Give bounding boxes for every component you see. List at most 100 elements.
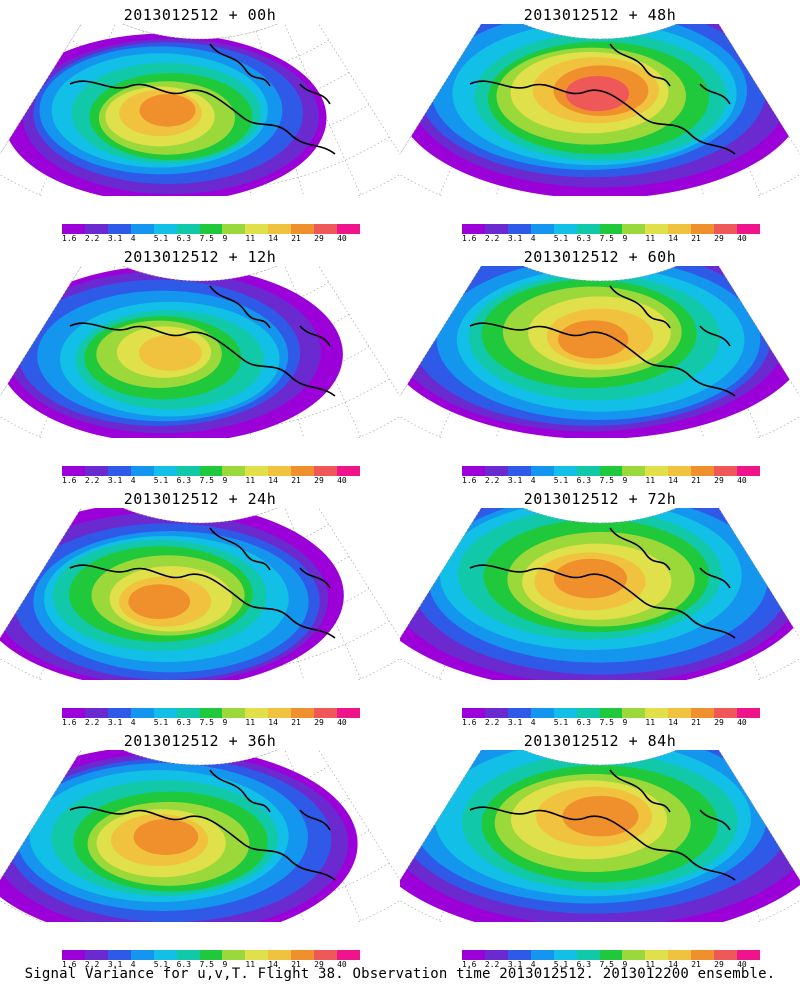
- colorbar-tick-label: 6.3: [176, 476, 192, 485]
- colorbar-swatch: [484, 950, 508, 960]
- colorbar-tick-label: 1.6: [462, 960, 477, 969]
- colorbar-swatch: [462, 708, 485, 718]
- variance-field: [0, 266, 343, 438]
- colorbar-swatch: [176, 950, 200, 960]
- colorbar-swatch: [645, 224, 669, 234]
- figure-caption: Signal Variance for u,v,T. Flight 38. Ob…: [24, 966, 776, 982]
- colorbar-tick-label: 21: [291, 476, 301, 485]
- colorbar-swatch: [507, 708, 531, 718]
- colorbar-swatch: [599, 224, 623, 234]
- colorbar-tick-label: 5.1: [153, 234, 169, 243]
- colorbar-swatch: [714, 950, 738, 960]
- colorbar-swatch: [737, 224, 760, 234]
- colorbar-tick-label: 9: [622, 960, 628, 969]
- colorbar-tick-label: 4: [130, 718, 136, 727]
- panel-title: 2013012512 + 60h: [523, 248, 677, 266]
- colorbar-swatch: [337, 950, 360, 960]
- colorbar-tick-label: 2.2: [484, 234, 500, 243]
- colorbar-tick-label: 9: [222, 718, 228, 727]
- colorbar-swatch: [291, 708, 315, 718]
- colorbar-swatch: [737, 950, 760, 960]
- colorbar-swatch: [668, 466, 692, 476]
- colorbar-tick-label: 4: [530, 476, 536, 485]
- panel-title: 2013012512 + 36h: [123, 732, 277, 750]
- colorbar-swatch: [130, 224, 154, 234]
- variance-map: [0, 508, 400, 680]
- colorbar: [462, 950, 760, 960]
- colorbar: [62, 466, 360, 476]
- colorbar-tick-label: 14: [668, 476, 678, 485]
- colorbar-swatch: [576, 708, 600, 718]
- variance-field: [0, 508, 344, 680]
- colorbar-tick-label: 40: [737, 234, 747, 243]
- colorbar-swatch: [84, 466, 108, 476]
- colorbar-swatch: [314, 466, 338, 476]
- colorbar-tick-label: 2.2: [84, 476, 100, 485]
- colorbar-tick-label: 6.3: [176, 234, 192, 243]
- colorbar-tick-label: 4: [530, 718, 536, 727]
- colorbar-swatch: [130, 708, 154, 718]
- colorbar-tick-label: 5.1: [153, 718, 169, 727]
- colorbar-tick-label: 5.1: [553, 960, 569, 969]
- colorbar-tick-label: 21: [691, 476, 701, 485]
- colorbar-tick-label: 4: [130, 234, 136, 243]
- colorbar-swatch: [176, 466, 200, 476]
- colorbar-swatch: [337, 708, 360, 718]
- colorbar-tick-label: 14: [668, 234, 678, 243]
- colorbar-tick-label: 21: [291, 960, 301, 969]
- colorbar-swatch: [622, 224, 646, 234]
- colorbar-swatch: [222, 466, 246, 476]
- colorbar-swatch: [153, 950, 177, 960]
- colorbar-tick-label: 6.3: [176, 718, 192, 727]
- map-panel-48h: 2013012512 + 48h 1.6 2.2 3.1 4 5.1 6.3 7.5 9 11 14…: [400, 0, 800, 243]
- colorbar-swatch: [199, 950, 223, 960]
- panel-title: 2013012512 + 84h: [523, 732, 677, 750]
- colorbar-swatch: [62, 466, 85, 476]
- map-panel-0h: 2013012512 + 00h 1.6 2.2 3.1 4 5.1 6.3 7.5 9 11 14…: [0, 0, 400, 243]
- coastline: [69, 285, 336, 397]
- colorbar-tick-label: 40: [737, 960, 747, 969]
- colorbar-labels: 1.6 2.2 3.1 4 5.1 6.3 7.5 9 11 14 21 29 40: [462, 718, 760, 728]
- coastline: [69, 43, 336, 155]
- variance-map: [400, 266, 800, 438]
- colorbar-swatch: [245, 950, 269, 960]
- coastline: [69, 527, 336, 639]
- colorbar-swatch: [199, 224, 223, 234]
- colorbar-swatch: [668, 224, 692, 234]
- colorbar-swatch: [176, 224, 200, 234]
- colorbar-swatch: [268, 224, 292, 234]
- colorbar-tick-label: 11: [645, 960, 656, 969]
- colorbar-tick-label: 5.1: [153, 960, 169, 969]
- variance-map: [400, 24, 800, 196]
- colorbar-swatch: [245, 708, 269, 718]
- colorbar-tick-label: 7.5: [199, 718, 214, 727]
- colorbar: [462, 466, 760, 476]
- colorbar-labels: 1.6 2.2 3.1 4 5.1 6.3 7.5 9 11 14 21 29 40: [462, 234, 760, 244]
- colorbar-tick-label: 11: [245, 234, 256, 243]
- variance-field: [400, 750, 800, 922]
- colorbar: [462, 224, 760, 234]
- colorbar-tick-label: 11: [645, 718, 656, 727]
- colorbar-tick-label: 21: [291, 718, 301, 727]
- coastline: [469, 43, 736, 155]
- colorbar-swatch: [268, 708, 292, 718]
- colorbar-tick-label: 11: [245, 476, 256, 485]
- colorbar-labels: 1.6 2.2 3.1 4 5.1 6.3 7.5 9 11 14 21 29 40: [62, 960, 360, 970]
- colorbar-tick-label: 14: [268, 234, 278, 243]
- colorbar-tick-label: 9: [222, 476, 228, 485]
- colorbar-tick-label: 40: [737, 476, 747, 485]
- colorbar-swatch: [130, 950, 154, 960]
- colorbar-tick-label: 40: [337, 476, 347, 485]
- colorbar-swatch: [691, 708, 715, 718]
- colorbar-labels: 1.6 2.2 3.1 4 5.1 6.3 7.5 9 11 14 21 29 40: [462, 960, 760, 970]
- colorbar-tick-label: 3.1: [107, 960, 123, 969]
- colorbar-tick-label: 3.1: [507, 960, 523, 969]
- colorbar-tick-label: 3.1: [507, 234, 523, 243]
- colorbar-swatch: [530, 950, 554, 960]
- colorbar-swatch: [691, 224, 715, 234]
- colorbar-swatch: [576, 950, 600, 960]
- colorbar-swatch: [291, 224, 315, 234]
- colorbar-swatch: [176, 708, 200, 718]
- map-panel-12h: 2013012512 + 12h 1.6 2.2 3.1 4 5.1 6.3 7.5 9 11 14…: [0, 242, 400, 485]
- variance-map: [0, 24, 400, 196]
